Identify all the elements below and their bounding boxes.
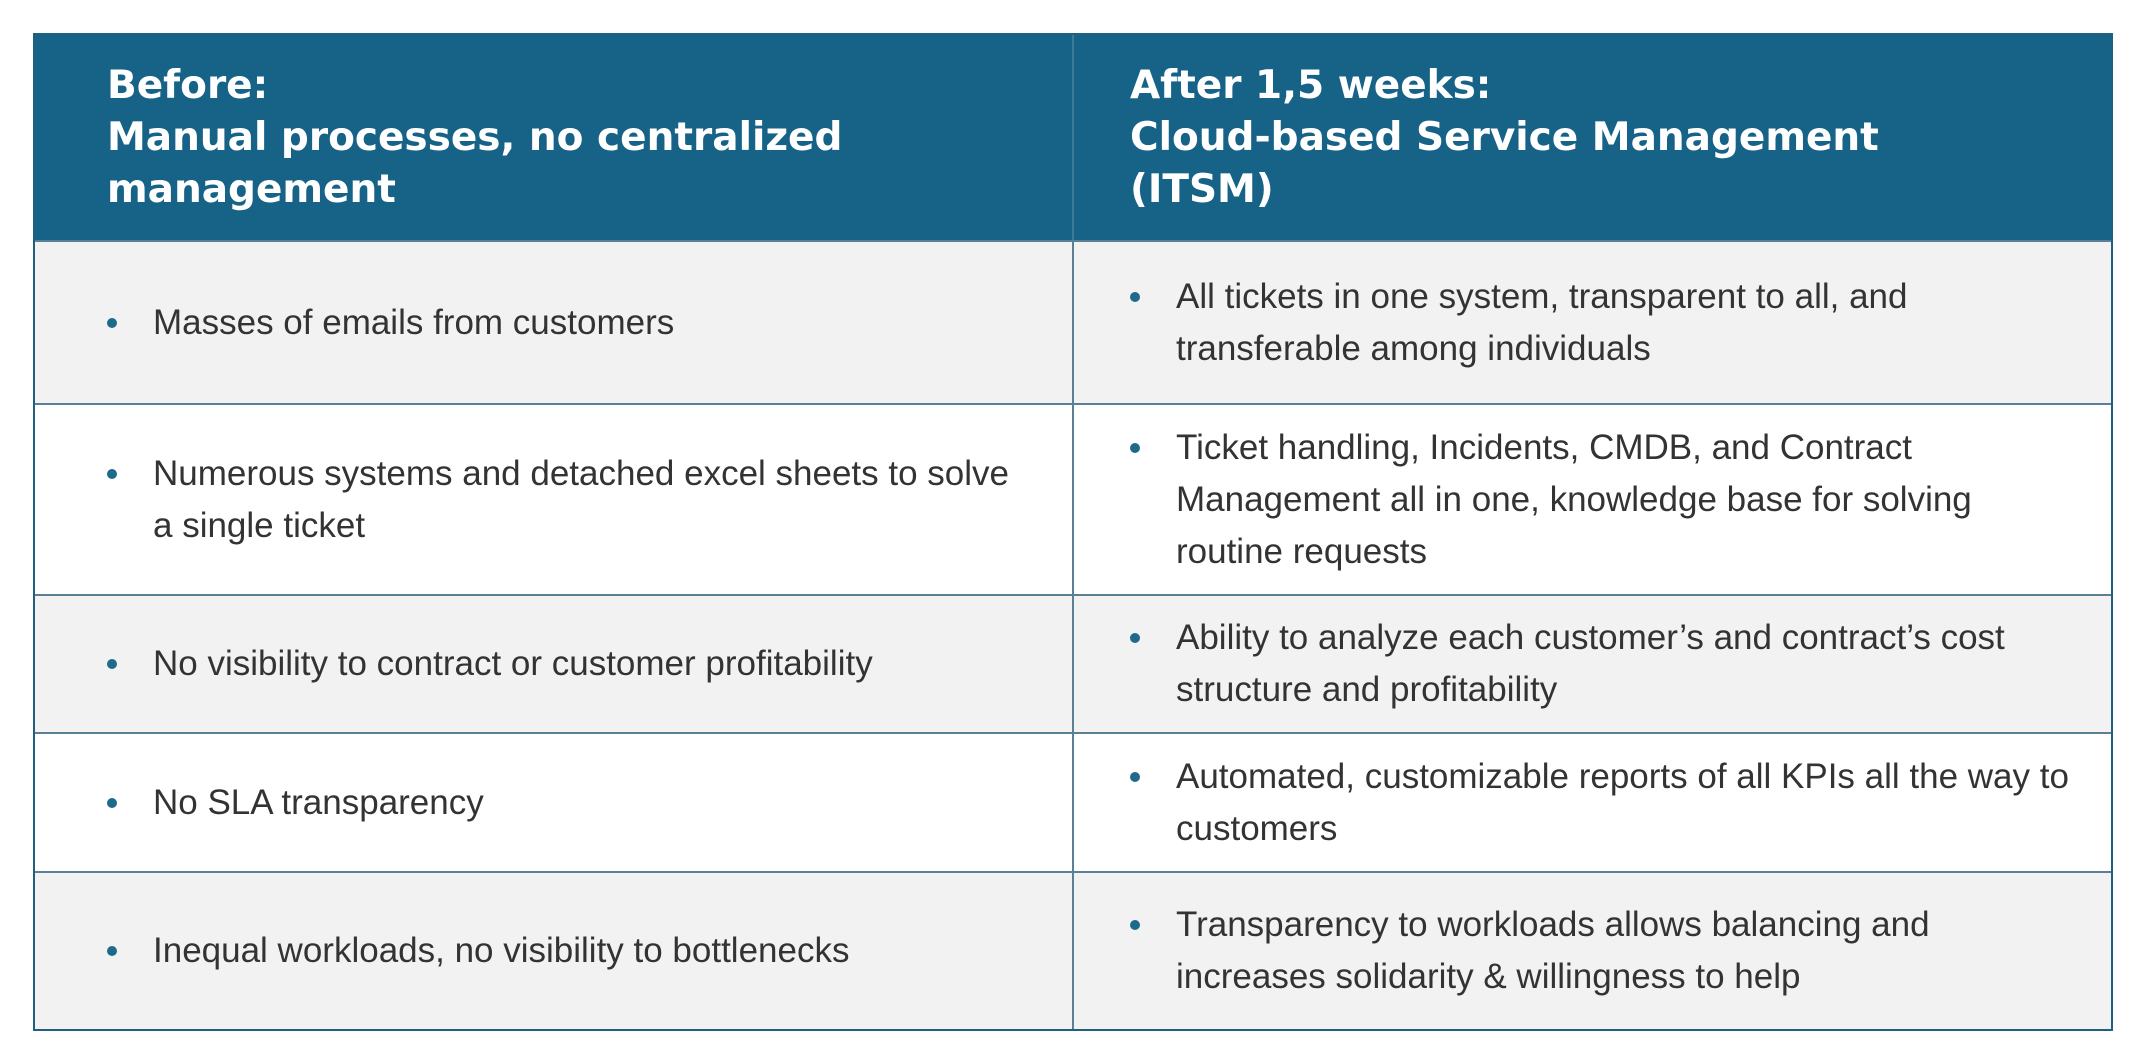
before-text: Numerous systems and detached excel shee…	[153, 453, 1009, 545]
header-before-title-line2: management	[107, 166, 396, 212]
bullet-dot-icon	[1130, 771, 1140, 782]
table-row: Numerous systems and detached excel shee…	[35, 403, 2111, 594]
before-item: No SLA transparency	[107, 777, 484, 829]
before-text: No visibility to contract or customer pr…	[153, 644, 873, 683]
bullet-dot-icon	[1130, 442, 1140, 453]
after-cell: Ticket handling, Incidents, CMDB, and Co…	[1074, 405, 2111, 594]
before-cell: Inequal workloads, no visibility to bott…	[35, 873, 1074, 1029]
before-item: Numerous systems and detached excel shee…	[107, 448, 1032, 552]
after-text: Ability to analyze each customer’s and c…	[1176, 618, 2005, 709]
after-text: All tickets in one system, transparent t…	[1176, 276, 1908, 368]
after-text: Ticket handling, Incidents, CMDB, and Co…	[1176, 427, 1972, 571]
table-row: Inequal workloads, no visibility to bott…	[35, 871, 2111, 1029]
after-cell: Automated, customizable reports of all K…	[1074, 734, 2111, 871]
comparison-table: Before: Manual processes, no centralized…	[33, 33, 2113, 1031]
after-cell: Ability to analyze each customer’s and c…	[1074, 596, 2111, 732]
header-after-title-line2: (ITSM)	[1130, 166, 1274, 212]
bullet-dot-icon	[107, 468, 117, 479]
before-cell: No visibility to contract or customer pr…	[35, 596, 1074, 732]
before-text: Inequal workloads, no visibility to bott…	[153, 931, 850, 970]
header-before-label: Before:	[107, 62, 269, 108]
header-before-cell: Before: Manual processes, no centralized…	[35, 35, 1074, 240]
before-cell: No SLA transparency	[35, 734, 1074, 871]
before-text: Masses of emails from customers	[153, 302, 675, 342]
before-item: Masses of emails from customers	[107, 297, 674, 349]
before-cell: Masses of emails from customers	[35, 242, 1074, 403]
after-text: Automated, customizable reports of all K…	[1176, 756, 2069, 848]
after-cell: All tickets in one system, transparent t…	[1074, 242, 2111, 403]
bullet-dot-icon	[107, 797, 117, 808]
after-cell: Transparency to workloads allows balanci…	[1074, 873, 2111, 1029]
before-item: No visibility to contract or customer pr…	[107, 638, 873, 690]
after-item: Automated, customizable reports of all K…	[1130, 751, 2081, 855]
table-row: Masses of emails from customers All tick…	[35, 240, 2111, 403]
after-item: All tickets in one system, transparent t…	[1130, 271, 2081, 375]
before-item: Inequal workloads, no visibility to bott…	[107, 925, 849, 977]
table-row: No SLA transparency Automated, customiza…	[35, 732, 2111, 871]
header-before-title-line1: Manual processes, no centralized	[107, 114, 843, 160]
header-after-text: After 1,5 weeks: Cloud-based Service Man…	[1130, 60, 1879, 216]
after-item: Transparency to workloads allows balanci…	[1130, 899, 2081, 1003]
after-text: Transparency to workloads allows balanci…	[1176, 905, 1930, 996]
table-header-row: Before: Manual processes, no centralized…	[35, 35, 2111, 240]
bullet-dot-icon	[107, 659, 117, 669]
before-cell: Numerous systems and detached excel shee…	[35, 405, 1074, 594]
header-after-cell: After 1,5 weeks: Cloud-based Service Man…	[1074, 35, 2111, 240]
table-row: No visibility to contract or customer pr…	[35, 594, 2111, 732]
header-after-title-line1: Cloud-based Service Management	[1130, 114, 1879, 160]
header-before-text: Before: Manual processes, no centralized…	[107, 60, 842, 216]
bullet-dot-icon	[107, 946, 117, 956]
bullet-dot-icon	[1130, 920, 1140, 930]
after-item: Ticket handling, Incidents, CMDB, and Co…	[1130, 422, 2081, 578]
header-after-label: After 1,5 weeks:	[1130, 62, 1492, 108]
bullet-dot-icon	[1130, 291, 1140, 302]
after-item: Ability to analyze each customer’s and c…	[1130, 612, 2081, 716]
bullet-dot-icon	[1130, 633, 1140, 643]
bullet-dot-icon	[107, 317, 117, 328]
before-text: No SLA transparency	[153, 782, 484, 822]
